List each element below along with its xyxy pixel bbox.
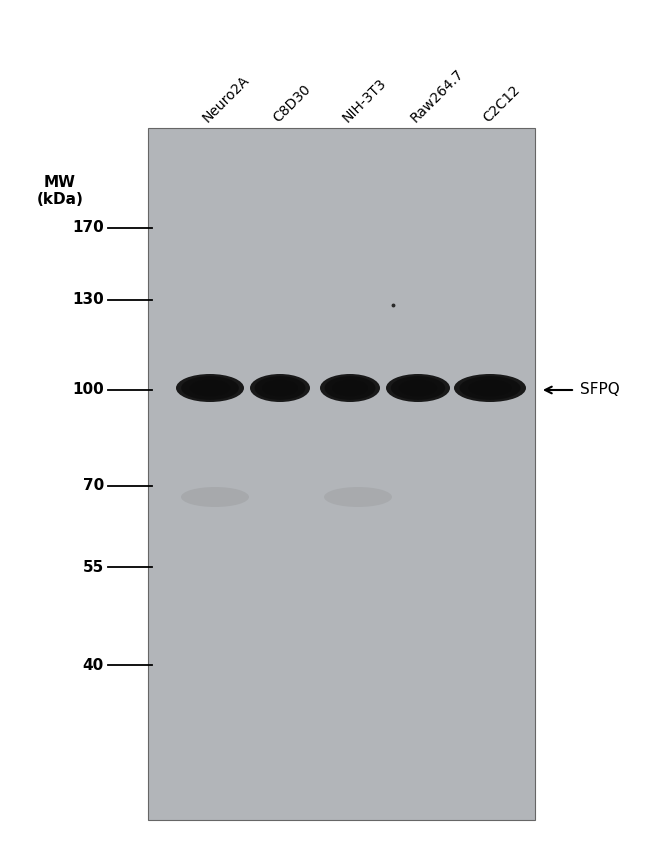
Ellipse shape	[386, 374, 450, 402]
Text: 130: 130	[72, 293, 104, 308]
Ellipse shape	[391, 377, 445, 400]
Text: MW
(kDa): MW (kDa)	[36, 175, 83, 208]
Text: SFPQ: SFPQ	[580, 382, 619, 398]
Ellipse shape	[181, 487, 249, 507]
Ellipse shape	[460, 377, 521, 400]
Ellipse shape	[255, 377, 306, 400]
Text: 40: 40	[83, 657, 104, 672]
Text: NIH-3T3: NIH-3T3	[340, 75, 389, 125]
Text: Raw264.7: Raw264.7	[408, 66, 467, 125]
Text: C8D30: C8D30	[270, 82, 313, 125]
Ellipse shape	[250, 374, 310, 402]
Ellipse shape	[332, 380, 368, 396]
Text: C2C12: C2C12	[480, 82, 523, 125]
Ellipse shape	[181, 377, 239, 400]
Text: 170: 170	[72, 220, 104, 236]
Text: 70: 70	[83, 478, 104, 494]
Ellipse shape	[324, 377, 376, 400]
Ellipse shape	[454, 374, 526, 402]
Ellipse shape	[399, 380, 437, 396]
Ellipse shape	[262, 380, 298, 396]
Ellipse shape	[469, 380, 512, 396]
Ellipse shape	[320, 374, 380, 402]
Ellipse shape	[190, 380, 230, 396]
Text: 55: 55	[83, 560, 104, 574]
Text: 100: 100	[72, 382, 104, 398]
Ellipse shape	[324, 487, 392, 507]
Ellipse shape	[176, 374, 244, 402]
Bar	[148, 128, 535, 820]
Text: Neuro2A: Neuro2A	[200, 73, 252, 125]
